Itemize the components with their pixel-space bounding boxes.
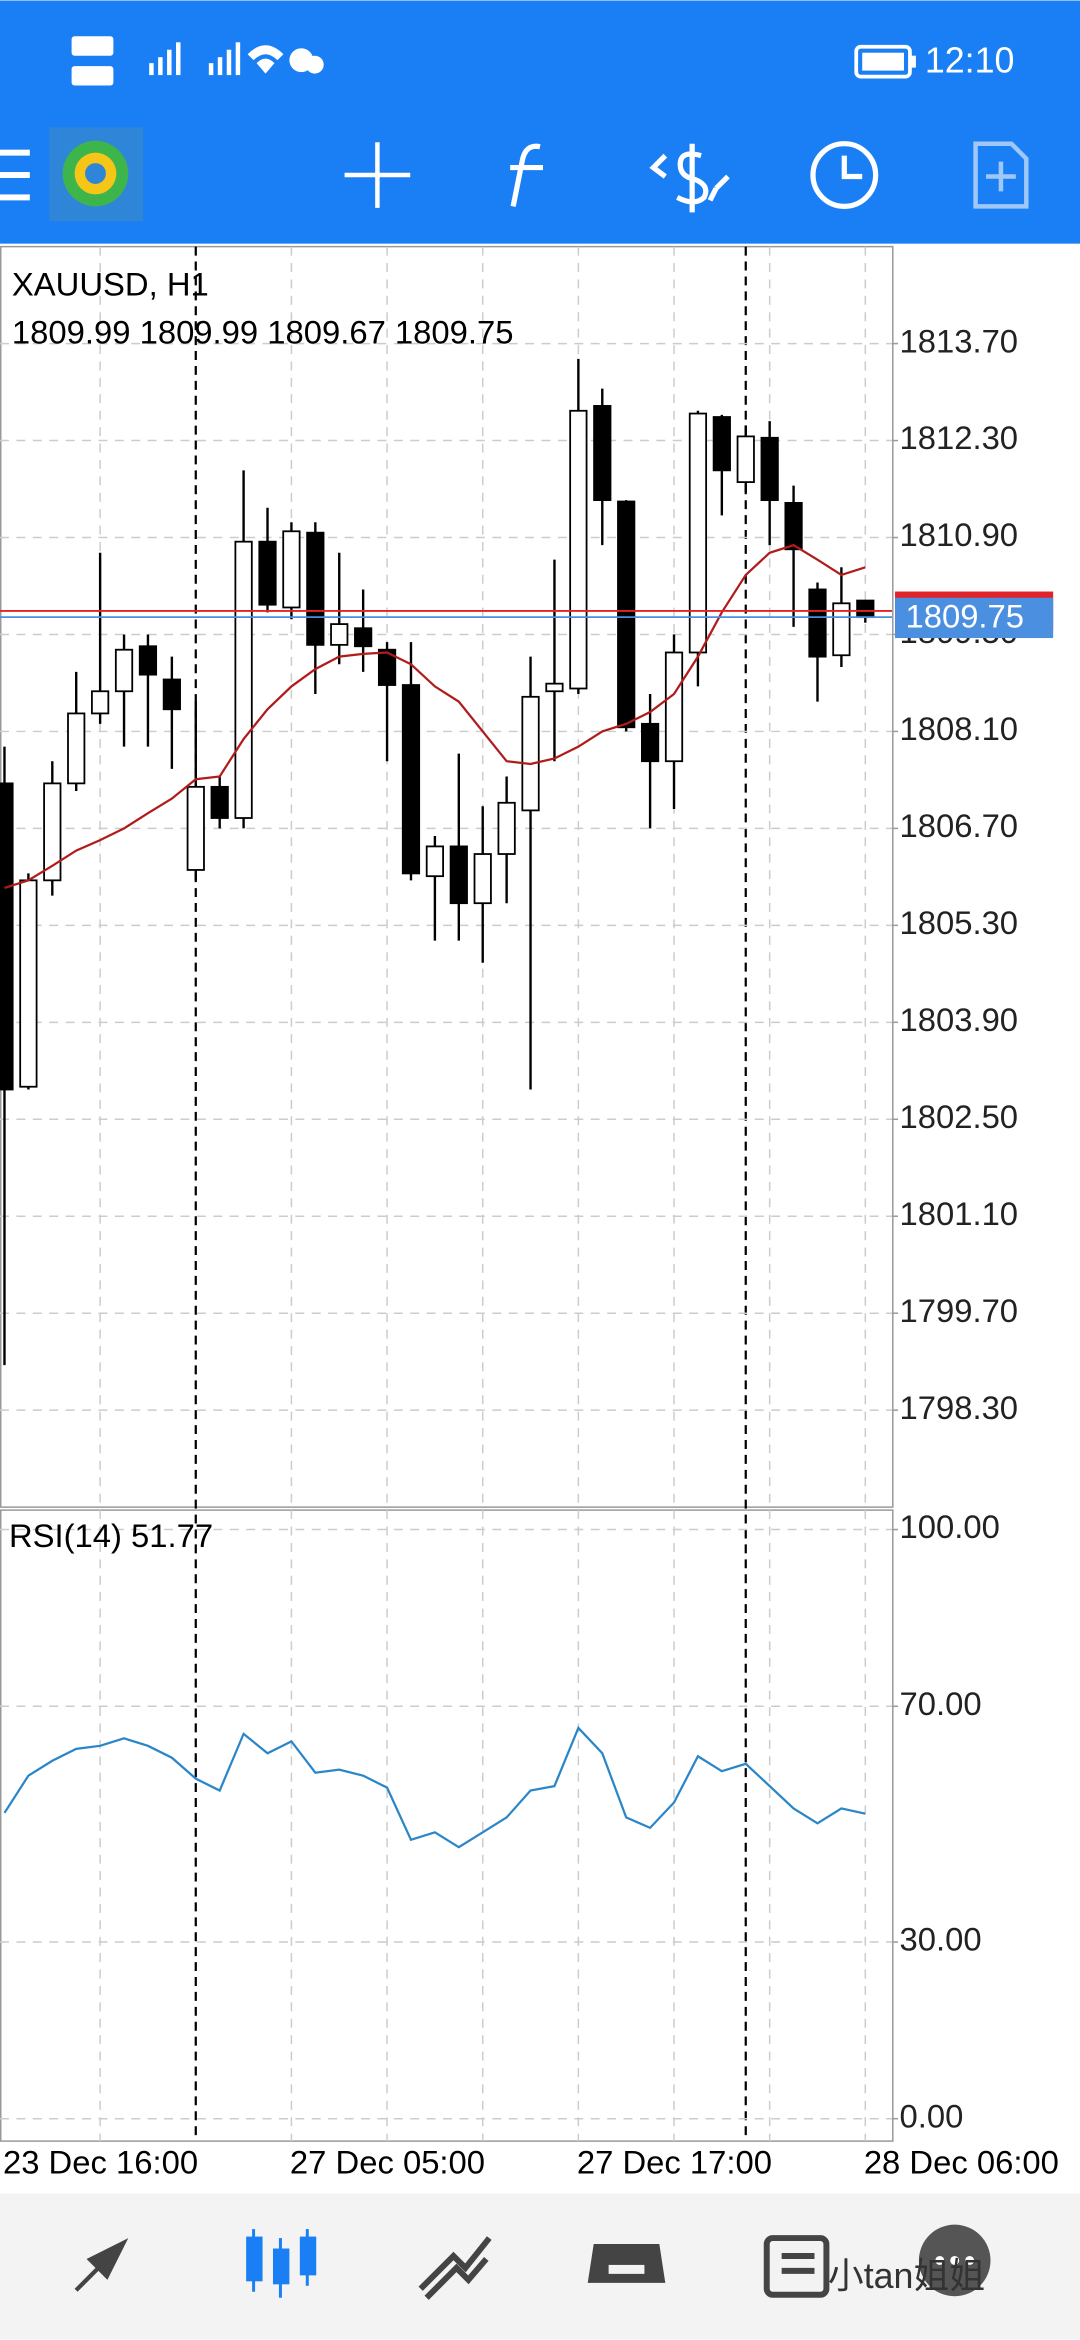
- candle-body: [497, 801, 516, 855]
- moving-average: [4, 543, 866, 890]
- candle-body: [43, 782, 62, 882]
- y-tick-label: 1808.10: [900, 710, 1019, 747]
- y-tick-label: 1802.50: [900, 1098, 1019, 1135]
- candle-body: [425, 845, 444, 878]
- crosshair-button[interactable]: [344, 142, 411, 208]
- candle-body: [186, 785, 205, 871]
- candle-body: [760, 436, 779, 502]
- trade-button[interactable]: [649, 143, 730, 213]
- candle-body: [210, 785, 229, 819]
- bid-marker: [895, 597, 1054, 639]
- candle-body: [67, 712, 86, 785]
- y-tick-label: 1813.70: [900, 322, 1019, 359]
- watermark: 小tan姐姐: [828, 2256, 985, 2296]
- candle-body: [19, 879, 38, 1088]
- y-tick-label: 70.00: [900, 1685, 982, 1722]
- candle-body: [0, 782, 14, 1091]
- candle-body: [282, 530, 301, 609]
- y-tick-label: 1801.10: [900, 1195, 1019, 1232]
- bid-label: 1809.75: [905, 597, 1024, 634]
- x-tick-label: 23 Dec 16:00: [3, 2144, 198, 2181]
- x-tick-label: 27 Dec 17:00: [577, 2144, 772, 2181]
- bottom-nav: [0, 2193, 1080, 2340]
- y-tick-label: 30.00: [900, 1921, 982, 1958]
- candle-body: [234, 540, 253, 819]
- candle-body: [569, 409, 588, 690]
- y-tick-label: 1812.30: [900, 419, 1019, 456]
- candle-body: [138, 645, 158, 676]
- x-tick-label: 27 Dec 05:00: [290, 2144, 485, 2181]
- nav-chart[interactable]: [246, 2229, 317, 2298]
- nav-news[interactable]: [763, 2235, 830, 2298]
- candle-body: [641, 722, 660, 763]
- top-bar: [0, 0, 1080, 244]
- history-button[interactable]: [810, 141, 879, 209]
- candle-body: [162, 678, 181, 711]
- y-tick-label: 1810.90: [900, 516, 1019, 553]
- candle-body: [114, 648, 134, 693]
- nav-trade[interactable]: [418, 2236, 492, 2300]
- status-icons: [71, 36, 916, 86]
- candle-body: [688, 412, 708, 654]
- candle-body: [306, 531, 325, 646]
- chart-title: XAUUSD, H1: [12, 266, 209, 303]
- nav-history[interactable]: [587, 2244, 666, 2283]
- price-panel: [0, 245, 894, 1508]
- candle-body: [354, 627, 373, 648]
- candle-body: [856, 599, 875, 619]
- candle-body: [473, 853, 492, 905]
- candle-body: [377, 648, 397, 686]
- x-tick-label: 28 Dec 06:00: [864, 2144, 1059, 2181]
- candle-body: [712, 416, 731, 472]
- candle-body: [521, 695, 540, 812]
- indicators-button[interactable]: [510, 143, 543, 207]
- candle-body: [593, 405, 612, 502]
- chart-subtitle: 1809.99 1809.99 1809.67 1809.75: [12, 313, 514, 350]
- candle-body: [664, 651, 684, 763]
- y-tick-label: 0.00: [900, 2097, 964, 2134]
- candle-body: [258, 540, 277, 606]
- y-tick-label: 1805.30: [900, 904, 1019, 941]
- candle-body: [330, 623, 349, 646]
- candle-body: [736, 435, 755, 484]
- candle-body: [91, 690, 110, 715]
- candle-body: [784, 501, 803, 551]
- candle-body: [545, 682, 564, 693]
- y-tick-label: 1799.70: [900, 1292, 1019, 1329]
- rsi-line: [3, 1725, 866, 1849]
- new-order-button[interactable]: [973, 141, 1029, 209]
- menu-button[interactable]: [0, 149, 30, 201]
- y-tick-label: 1803.90: [900, 1001, 1019, 1038]
- app-logo[interactable]: [49, 127, 144, 222]
- y-tick-label: 1806.70: [900, 807, 1019, 844]
- status-time: 12:10: [925, 41, 1015, 81]
- candle-body: [401, 684, 421, 875]
- y-tick-label: 100.00: [900, 1508, 1000, 1545]
- y-tick-label: 1798.30: [900, 1389, 1019, 1426]
- candle-body: [617, 500, 636, 729]
- nav-quotes[interactable]: [74, 2238, 129, 2292]
- nav-chat[interactable]: [918, 2224, 991, 2297]
- candle-body: [449, 845, 468, 905]
- candle-body: [808, 588, 827, 658]
- rsi-title: RSI(14) 51.77: [9, 1517, 213, 1554]
- rsi-panel: [0, 1509, 894, 2142]
